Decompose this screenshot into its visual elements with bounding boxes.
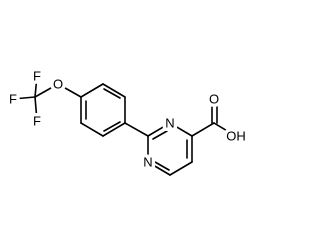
atom-label: N [143,155,152,170]
bond [34,83,59,98]
bond [57,83,82,98]
bond [169,161,193,176]
bond [169,122,193,137]
bond [147,161,171,176]
atom-label: O [53,77,63,92]
bond [34,96,38,122]
bond [34,75,38,98]
bond [12,96,36,100]
bond [124,122,149,137]
bond [102,83,126,98]
molecule-diagram: F F F O N N O OH [6,65,250,176]
bond [80,83,104,98]
atom-label: F [33,69,41,84]
atom-label: OH [226,129,246,144]
atom-label: N [165,116,174,131]
atom-label: O [209,92,219,107]
double-bond [152,130,168,140]
double-bond [103,121,121,132]
atom-label: F [33,114,41,129]
bond [213,122,235,136]
bonds [12,75,235,176]
double-bond [154,161,170,171]
atom-label: F [9,92,17,107]
double-bond [103,88,121,99]
bond [80,122,104,137]
bond [102,122,126,137]
bond [147,122,171,137]
atom-labels: F F F O N N O OH [6,65,250,173]
bond [191,122,215,137]
